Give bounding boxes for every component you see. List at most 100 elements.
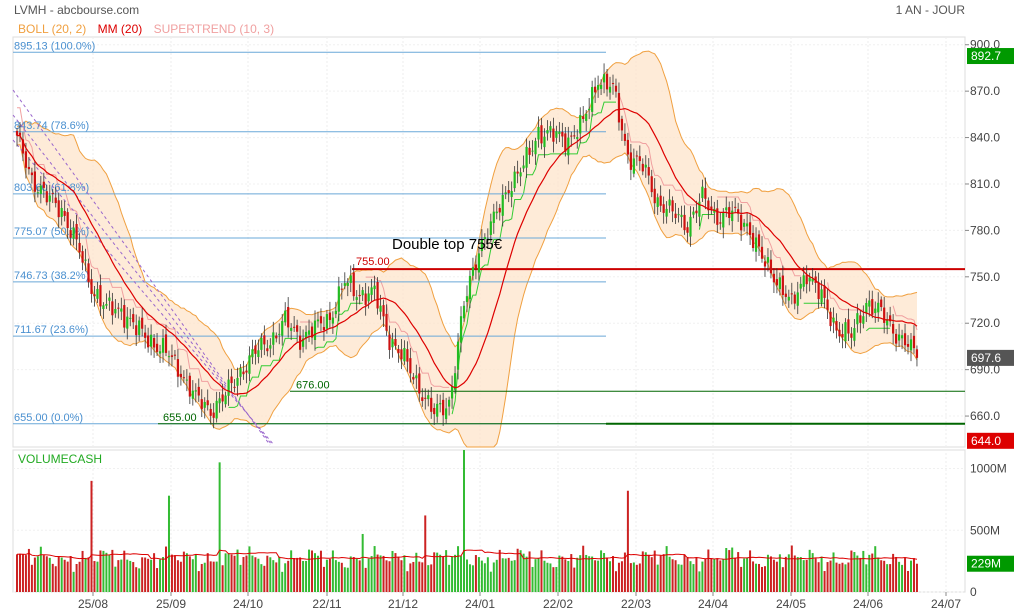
volume-bar — [221, 565, 224, 592]
candle-body — [677, 214, 680, 216]
candle-body — [349, 275, 352, 283]
volume-bar — [695, 557, 698, 592]
candle-body — [686, 227, 689, 233]
candle-body — [540, 125, 543, 144]
volume-bar — [66, 561, 69, 592]
candle-body — [552, 128, 555, 142]
candle-body — [513, 171, 516, 189]
candle-body — [468, 275, 472, 300]
volume-bar — [904, 558, 907, 592]
supertrend-segment — [228, 337, 298, 408]
candle-body — [96, 288, 99, 299]
volume-bar — [30, 564, 33, 592]
candle-body — [826, 299, 829, 311]
candle-body — [564, 133, 567, 152]
volume-bar — [650, 557, 653, 592]
candle-body — [376, 281, 379, 309]
candle-body — [766, 257, 770, 263]
candle-body — [313, 320, 317, 340]
candle-body — [403, 348, 406, 362]
candle-body — [531, 150, 534, 152]
volume-bar — [457, 546, 460, 592]
volume-bar — [510, 560, 513, 592]
y-tick-label: 840.0 — [970, 131, 1000, 145]
volume-bar — [790, 545, 793, 592]
volume-bar — [72, 571, 75, 592]
volume-bar — [442, 556, 445, 592]
volume-bar — [424, 515, 427, 592]
candle-body — [802, 275, 805, 287]
volume-bar — [18, 553, 21, 592]
volume-bar — [194, 554, 197, 592]
volume-bar — [81, 550, 84, 592]
volume-bar — [498, 549, 501, 592]
candle-body — [897, 334, 901, 341]
candle-body — [543, 136, 546, 148]
candle-body — [674, 213, 677, 219]
volume-tick-label: 500M — [970, 523, 1000, 537]
volume-bar — [284, 563, 287, 592]
volume-bar — [594, 560, 597, 592]
volume-bar — [638, 563, 641, 592]
volume-bar — [868, 554, 871, 592]
volume-bar — [275, 562, 278, 592]
volume-bar — [752, 561, 755, 592]
volume-bar — [421, 562, 424, 592]
candle-body — [445, 408, 448, 420]
candle-body — [328, 312, 331, 320]
volume-bar — [880, 560, 883, 592]
candle-body — [304, 331, 308, 339]
candle-body — [647, 167, 650, 176]
volume-bar — [299, 557, 302, 592]
candle-body — [465, 296, 469, 302]
volume-bar — [603, 553, 606, 592]
candle-body — [656, 197, 659, 207]
volume-bar — [784, 556, 787, 592]
candle-body — [740, 214, 743, 231]
candle-body — [820, 289, 823, 303]
chart-annotation: Double top 755€ — [392, 236, 503, 253]
volume-bar — [123, 550, 126, 592]
volume-bar — [328, 558, 331, 592]
volume-bar — [254, 557, 257, 592]
candle-body — [245, 370, 248, 373]
volume-bar — [281, 571, 284, 592]
candle-body — [385, 313, 388, 331]
volume-bar — [716, 558, 719, 592]
volume-moving-average — [16, 549, 918, 560]
volume-bar — [647, 555, 650, 592]
candle-body — [224, 395, 227, 405]
fibonacci-label: 803.60 (61.8%) — [14, 182, 89, 194]
candle-body — [689, 216, 692, 237]
volume-bar — [42, 555, 45, 592]
candle-body — [409, 358, 412, 374]
volume-bar — [242, 556, 245, 592]
volume-bar — [865, 564, 868, 592]
candle-body — [474, 264, 478, 269]
volume-bar — [251, 555, 254, 592]
volume-bar — [731, 547, 734, 592]
volume-bar — [802, 560, 805, 592]
volume-bar — [853, 552, 856, 592]
volume-tick-label: 0 — [970, 585, 977, 599]
volume-bar — [162, 557, 165, 592]
value-badge-label: 229M — [971, 557, 1001, 571]
volume-bar — [206, 553, 209, 592]
candle-body — [668, 199, 671, 206]
candle-body — [257, 350, 260, 357]
fibonacci-label: 775.07 (50.0%) — [14, 226, 89, 238]
volume-bar — [75, 563, 78, 592]
candle-body — [626, 139, 629, 155]
candle-body — [188, 375, 191, 397]
volume-bar — [138, 568, 141, 592]
candle-body — [400, 349, 403, 360]
candle-body — [155, 343, 159, 352]
candle-body — [698, 201, 701, 217]
volume-bar — [534, 559, 537, 592]
candle-body — [886, 319, 889, 326]
volume-bar — [337, 561, 340, 592]
supertrend-segment — [365, 276, 450, 388]
volume-bar — [24, 555, 27, 592]
volume-bar — [543, 560, 546, 592]
volume-bar — [316, 555, 319, 592]
